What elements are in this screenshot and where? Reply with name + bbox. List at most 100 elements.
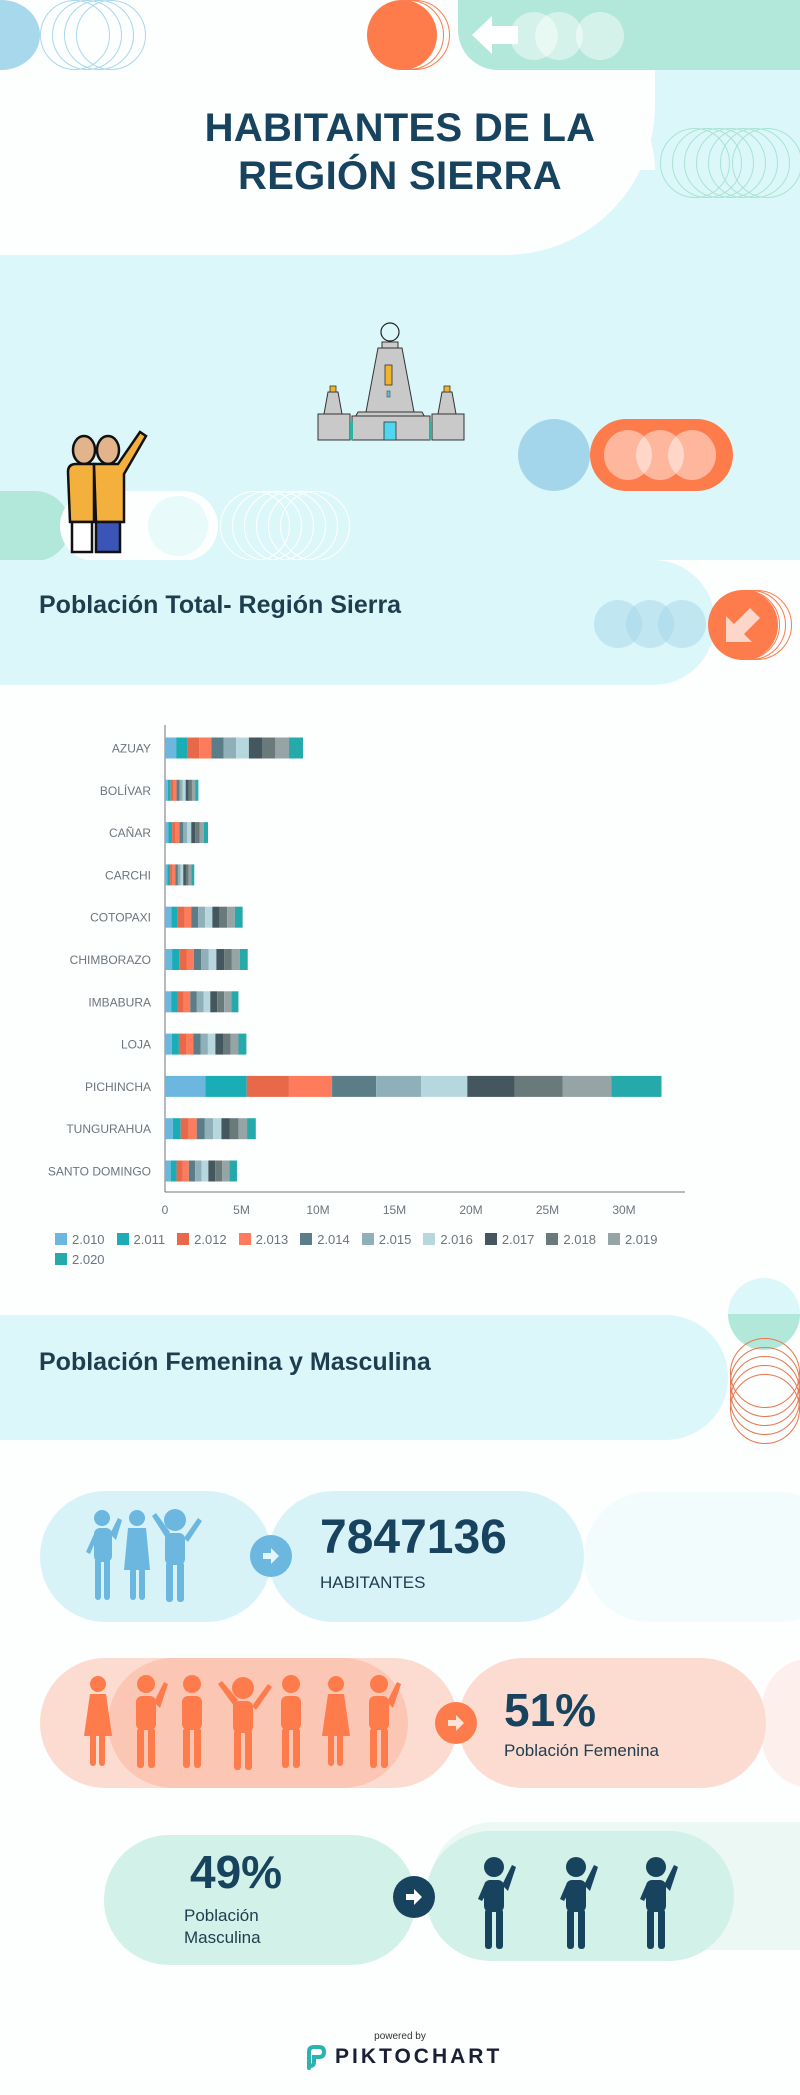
- arrow-down-left-icon: [720, 602, 766, 648]
- bar-segment: [201, 949, 209, 970]
- bar-segment: [186, 949, 194, 970]
- bar-segment: [288, 1075, 333, 1097]
- bar-segment: [184, 906, 192, 928]
- bar-segment: [179, 822, 184, 844]
- bar-segment: [165, 949, 173, 970]
- legend-item[interactable]: 2.014: [300, 1231, 350, 1247]
- legend-swatch: [546, 1233, 559, 1245]
- bar-segment: [238, 1118, 248, 1140]
- bar-segment: [188, 779, 192, 801]
- legend-item[interactable]: 2.016: [423, 1231, 473, 1247]
- legend-label: 2.011: [133, 1231, 166, 1247]
- bar-segment: [195, 779, 199, 801]
- faded-circle: [510, 12, 558, 60]
- category-label: BOLÍVAR: [100, 783, 151, 798]
- bar-segment: [173, 779, 177, 801]
- bar-segment: [182, 779, 186, 801]
- legend-item[interactable]: 2.017: [484, 1231, 534, 1247]
- legend-item[interactable]: 2.018: [546, 1231, 596, 1247]
- bar-segment: [170, 1160, 177, 1182]
- bar-segment: [224, 991, 232, 1013]
- orange-pill: [590, 419, 733, 491]
- category-label: CARCHI: [105, 868, 151, 882]
- bar-segment: [213, 1118, 222, 1140]
- legend-item[interactable]: 2.015: [361, 1231, 411, 1247]
- stacked-bar-chart: AZUAY BOLÍVAR CAÑAR CARCHI COTOPAXI CHIMBORAZ…: [0, 715, 800, 1275]
- mint-pill: [0, 491, 70, 561]
- legend-item[interactable]: 2.012: [177, 1231, 227, 1247]
- piktochart-logo[interactable]: PIKTOCHART: [305, 2044, 502, 2070]
- female-percentage-label: Población Femenina: [504, 1741, 659, 1760]
- bar-segment: [172, 864, 176, 886]
- bar-segment: [231, 991, 239, 1013]
- bar-segment: [178, 1033, 187, 1055]
- legend-swatch: [177, 1233, 190, 1245]
- legend-swatch: [116, 1233, 129, 1245]
- bar-segment: [182, 1160, 189, 1182]
- category-label: AZUAY: [112, 742, 151, 756]
- bar-segment: [165, 906, 172, 928]
- legend-label: 2.016: [440, 1231, 473, 1247]
- male-label-line-1: Población: [184, 1906, 259, 1925]
- family-icon: [80, 1508, 240, 1608]
- orange-circle: [367, 0, 437, 70]
- legend-label: 2.020: [72, 1251, 105, 1267]
- bar-segment: [205, 1075, 247, 1097]
- legend-label: 2.012: [194, 1231, 227, 1247]
- bar-segment: [200, 1033, 208, 1055]
- legend-item[interactable]: 2.020: [55, 1251, 105, 1267]
- monument-icon: [316, 322, 466, 442]
- female-percentage-value: 51%: [504, 1684, 597, 1736]
- teal-rings: [660, 128, 800, 198]
- bar-segment: [167, 864, 171, 886]
- bar-segment: [223, 1033, 231, 1055]
- legend-item[interactable]: 2.011: [116, 1231, 166, 1247]
- category-label: LOJA: [121, 1038, 151, 1052]
- female-group-icon: [80, 1674, 420, 1774]
- bar-segment: [216, 949, 225, 970]
- legend-swatch: [238, 1233, 251, 1245]
- bar-segment: [215, 1033, 224, 1055]
- legend-label: 2.019: [624, 1231, 658, 1247]
- legend-item[interactable]: 2.019: [607, 1231, 658, 1247]
- chart-svg: AZUAY BOLÍVAR CAÑAR CARCHI COTOPAXI CHIMBORAZ…: [48, 725, 685, 1215]
- x-tick-label: 25M: [536, 1203, 559, 1215]
- bar-segment: [188, 864, 192, 886]
- arrow-right-badge: [435, 1702, 477, 1744]
- female-people-pill-inner: [108, 1658, 408, 1788]
- bar-segment: [289, 737, 303, 759]
- bar-segment: [165, 822, 169, 844]
- bar-segment: [165, 864, 168, 886]
- blue-half-circle: [0, 0, 40, 70]
- bar-segment: [198, 906, 206, 928]
- bar-segment: [248, 737, 262, 759]
- bar-segment: [175, 864, 178, 886]
- bar-segment: [376, 1075, 422, 1097]
- bar-segment: [227, 906, 235, 928]
- legend-swatch: [55, 1253, 67, 1265]
- bar-segment: [179, 779, 183, 801]
- faded-circle: [604, 430, 652, 480]
- category-label: IMBABURA: [88, 995, 151, 1009]
- bar-segment: [177, 906, 185, 928]
- male-percentage-label: Población Masculina: [184, 1905, 261, 1949]
- x-tick-label: 30M: [612, 1203, 635, 1215]
- arrow-right-badge: [393, 1876, 435, 1918]
- page-title: HABITANTES DE LA REGIÓN SIERRA: [150, 104, 650, 200]
- male-percentage-value: 49%: [190, 1846, 283, 1898]
- legend-item[interactable]: 2.013: [238, 1231, 288, 1247]
- bar-segment: [170, 864, 173, 886]
- faded-circle: [576, 12, 624, 60]
- legend-item[interactable]: 2.010: [55, 1231, 105, 1247]
- category-label: COTOPAXI: [90, 911, 151, 925]
- x-tick-label: 15M: [383, 1203, 406, 1215]
- bar-segment: [199, 822, 204, 844]
- bar-segment: [176, 737, 188, 759]
- faded-circle: [535, 12, 583, 60]
- bar-segment: [177, 991, 184, 1013]
- bar-segment: [611, 1075, 662, 1097]
- bar-segment: [165, 1160, 171, 1182]
- bar-segment: [205, 906, 213, 928]
- bar-segment: [203, 822, 209, 844]
- bar-segment: [234, 906, 243, 928]
